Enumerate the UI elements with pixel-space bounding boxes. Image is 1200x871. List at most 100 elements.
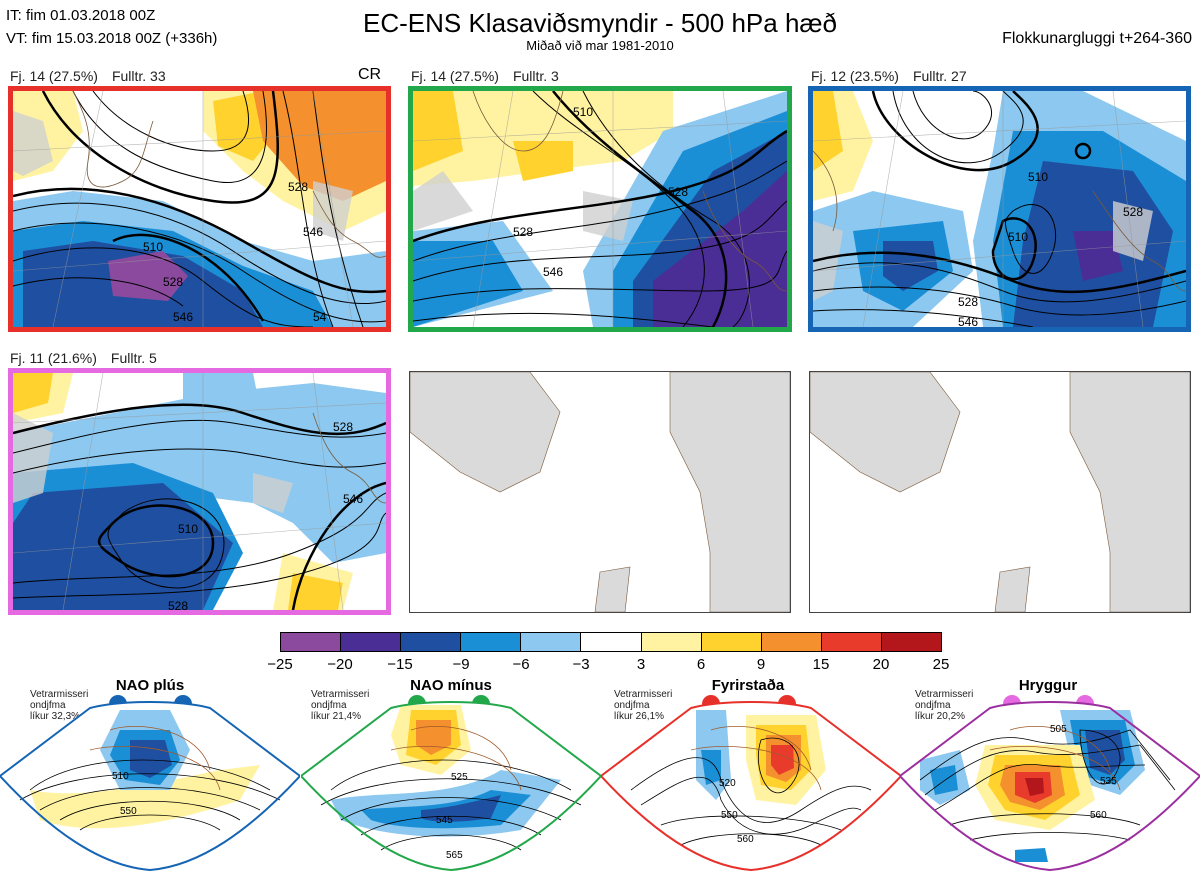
colorbar-cell (341, 633, 402, 651)
empty-map-2-graphic (810, 372, 1190, 612)
panel-2-members: Fulltr. 3 (512, 68, 559, 84)
scheme-1-title: NAO plús (115, 677, 185, 694)
colorbar-tick: −6 (512, 656, 530, 673)
scheme-4-label: 560 (1090, 810, 1107, 821)
panel-1-contour-label-5: 528 (288, 180, 308, 194)
scheme-3-diagram: 520 550 560 (601, 695, 901, 871)
panel-2-contour-label-4: 510 (573, 105, 593, 119)
cluster-map-2-graphic: 528 546 528 510 (413, 91, 787, 327)
colorbar-cell (461, 633, 522, 651)
panel-4-header: Fj. 11 (21.6%) Fulltr. 5 (10, 350, 157, 366)
scheme-2-label: 525 (451, 772, 468, 783)
scheme-1-diagram: 510 550 (0, 695, 300, 871)
panel-2-label: Fj. 14 (27.5%) (411, 68, 499, 84)
panel-2-contour-label-1: 528 (513, 225, 533, 239)
panel-1-members: Fulltr. 33 (111, 68, 166, 84)
panel-1-contour-label-6: 54 (313, 310, 327, 324)
colorbar-tick: −9 (452, 656, 470, 673)
panel-1-flag: CR (358, 66, 382, 83)
panel-1-header: Fj. 14 (27.5%) Fulltr. 33 (10, 68, 166, 84)
cluster-map-1[interactable]: 528 546 510 546 528 54 (8, 86, 391, 332)
cluster-map-3-graphic: 510 528 546 528 510 (813, 91, 1186, 327)
scheme-4-note-line: ondjfma (915, 700, 951, 711)
scheme-2-note: Vetrarmisseri ondjfma líkur 21,4% (311, 689, 369, 722)
colorbar-tick: −20 (327, 656, 353, 673)
colorbar-tick: 20 (872, 656, 890, 673)
scheme-3-note-line: Vetrarmisseri (614, 689, 673, 700)
colorbar (280, 632, 942, 652)
page-title: EC-ENS Klasaviðsmyndir - 500 hPa hæð (363, 8, 837, 38)
panel-1-contour-label-3: 510 (143, 240, 163, 254)
scheme-3-label: 520 (719, 778, 736, 789)
scheme-3-title: Fyrirstaða (711, 677, 785, 694)
panel-2-contour-label-2: 546 (543, 265, 563, 279)
empty-map-panel-2 (809, 371, 1191, 613)
panel-1-contour-label-1: 528 (163, 275, 183, 289)
panel-3-contour-label-4: 528 (1123, 205, 1143, 219)
scheme-4-diagram: 505 535 560 (900, 695, 1200, 871)
colorbar-tick: 6 (696, 656, 706, 673)
cluster-map-4[interactable]: 510 528 546 528 (8, 368, 391, 615)
panel-3-contour-label-2: 528 (958, 295, 978, 309)
panel-4-contour-label-4: 528 (333, 420, 353, 434)
scheme-4-label: 535 (1100, 776, 1117, 787)
scheme-3-label: 550 (721, 810, 738, 821)
colorbar-cell (701, 633, 762, 651)
scheme-2-title: NAO mínus (410, 677, 492, 694)
panel-3-header: Fj. 12 (23.5%) Fulltr. 27 (811, 68, 967, 84)
scheme-4-note-line: líkur 20,2% (915, 711, 966, 722)
scheme-1-note: Vetrarmisseri ondjfma líkur 32,3% (30, 689, 88, 722)
colorbar-tick: −15 (387, 656, 413, 673)
header-info: IT: fim 01.03.2018 00Z VT: fim 15.03.201… (6, 4, 217, 50)
colorbar-cell (581, 633, 642, 651)
scheme-2-note-line: líkur 21,4% (311, 711, 362, 722)
cluster-map-3[interactable]: 510 528 546 528 510 (808, 86, 1191, 332)
panel-4-contour-label-1: 510 (178, 522, 198, 536)
scheme-1-label: 550 (120, 806, 137, 817)
cluster-map-4-graphic: 510 528 546 528 (13, 373, 386, 610)
empty-map-panel-1 (409, 371, 791, 613)
colorbar-tick: 9 (756, 656, 766, 673)
panel-1-label: Fj. 14 (27.5%) (10, 68, 98, 84)
scheme-3-note: Vetrarmisseri ondjfma líkur 26,1% (614, 689, 672, 722)
scheme-3-note-line: ondjfma (614, 700, 650, 711)
colorbar-cell (761, 633, 822, 651)
scheme-1-note-line: ondjfma (30, 700, 66, 711)
panel-2-header: Fj. 14 (27.5%) Fulltr. 3 (411, 68, 559, 84)
colorbar-tick: −3 (572, 656, 590, 673)
valid-time: VT: fim 15.03.2018 00Z (+336h) (6, 30, 218, 47)
colorbar-cell (881, 633, 942, 651)
panel-2-contour-label-3: 528 (668, 185, 688, 199)
scheme-1-note-line: Vetrarmisseri (30, 689, 89, 700)
scheme-2-note-line: Vetrarmisseri (311, 689, 370, 700)
initial-time: IT: fim 01.03.2018 00Z (6, 7, 156, 24)
scheme-4-note-line: Vetrarmisseri (915, 689, 974, 700)
panel-3-label: Fj. 12 (23.5%) (811, 68, 899, 84)
panel-4-contour-label-2: 528 (168, 599, 188, 610)
classification-window: Flokkunargluggi t+264-360 (1002, 30, 1192, 47)
colorbar-cell (401, 633, 462, 651)
scheme-4-label: 505 (1050, 724, 1067, 735)
panel-4-label: Fj. 11 (21.6%) (10, 350, 97, 366)
panel-4-contour-label-3: 546 (343, 492, 363, 506)
scheme-2-diagram: 525 545 565 (301, 695, 601, 871)
cluster-map-2[interactable]: 528 546 528 510 (408, 86, 792, 332)
colorbar-cell (641, 633, 702, 651)
colorbar-cell (521, 633, 582, 651)
scheme-2-label: 545 (436, 815, 453, 826)
panel-3-contour-label-1: 510 (1008, 230, 1028, 244)
scheme-1-note-line: líkur 32,3% (30, 711, 81, 722)
scheme-4-note: Vetrarmisseri ondjfma líkur 20,2% (915, 689, 973, 722)
scheme-4-title: Hryggur (1018, 677, 1078, 694)
colorbar-tick: 3 (636, 656, 646, 673)
panel-1-contour-label-2: 546 (173, 310, 193, 324)
colorbar-tick: 15 (812, 656, 830, 673)
empty-map-1-graphic (410, 372, 790, 612)
scheme-3-note-line: líkur 26,1% (614, 711, 665, 722)
panel-4-members: Fulltr. 5 (110, 350, 157, 366)
panel-3-contour-label-3: 546 (958, 315, 978, 327)
scheme-2-note-line: ondjfma (311, 700, 347, 711)
colorbar-tick: 25 (932, 656, 950, 673)
scheme-2-label: 565 (446, 850, 463, 861)
panel-3-members: Fulltr. 27 (912, 68, 967, 84)
